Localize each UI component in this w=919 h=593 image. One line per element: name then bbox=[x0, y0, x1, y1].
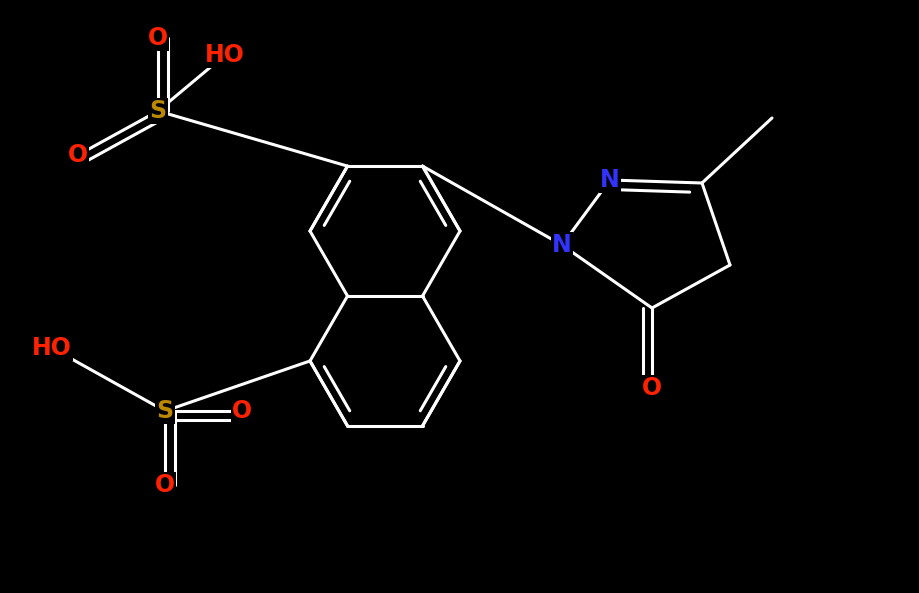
Text: N: N bbox=[551, 233, 572, 257]
Text: S: S bbox=[156, 399, 174, 423]
Text: N: N bbox=[599, 168, 619, 192]
Text: O: O bbox=[154, 473, 175, 497]
Text: O: O bbox=[68, 143, 88, 167]
Text: O: O bbox=[641, 376, 662, 400]
Text: HO: HO bbox=[32, 336, 72, 360]
Text: O: O bbox=[148, 26, 168, 50]
Text: S: S bbox=[149, 99, 166, 123]
Text: HO: HO bbox=[205, 43, 244, 67]
Text: O: O bbox=[232, 399, 252, 423]
